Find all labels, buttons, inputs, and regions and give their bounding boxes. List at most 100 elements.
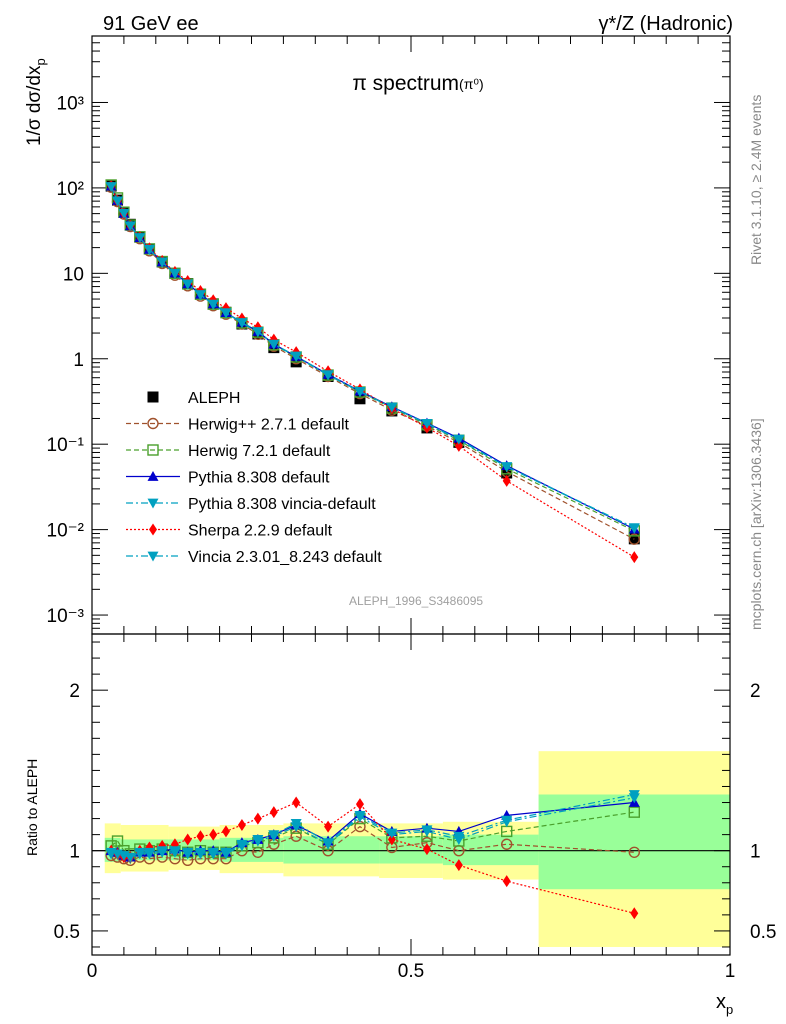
- point-vincia: [354, 387, 366, 397]
- legend-marker-herwigpp: [147, 417, 159, 430]
- ratio-point-vincia: [628, 790, 640, 800]
- main-title-sup: (π⁰): [459, 76, 484, 92]
- main-ylabel: 1/σ dσ/dxp: [24, 58, 48, 146]
- point-vincia: [268, 339, 280, 350]
- series-line-vincia: [110, 186, 635, 529]
- point-vincia: [194, 290, 206, 301]
- point-vincia: [421, 418, 433, 429]
- legend-label-pythia: Pythia 8.308 default: [188, 470, 330, 487]
- legend-marker-pythia: [147, 471, 159, 481]
- main-axes: 10⁻³ 10⁻² 10⁻¹ 1 10 10² 10³: [47, 35, 731, 635]
- point-vincia: [182, 279, 194, 290]
- ratio-xlabel-sub: p: [726, 1002, 733, 1017]
- ratio-point-vincia: [169, 846, 181, 857]
- header-right: γ*/Z (Hadronic): [599, 13, 733, 35]
- x-tick-label: 0: [87, 961, 98, 982]
- point-vincia: [169, 268, 181, 279]
- legend-marker-vincia: [147, 551, 159, 562]
- ratio-point-vincia: [290, 818, 302, 829]
- ratio-point-vincia: [182, 847, 194, 858]
- ratio-point-vincia: [421, 825, 433, 836]
- point-vincia: [453, 434, 465, 445]
- ratio-point-vincia: [322, 838, 334, 849]
- ratio-point-sherpa: [196, 830, 205, 843]
- ratio-point-sherpa: [324, 820, 333, 833]
- ratio-point-sherpa: [221, 825, 230, 838]
- point-vincia: [252, 327, 264, 337]
- ratio-point-herwigpp: [628, 846, 640, 858]
- point-vincia: [386, 402, 398, 413]
- series-line-herwig7: [110, 184, 635, 532]
- ratio-y-tick-label: 1: [69, 842, 80, 863]
- ratio-point-vincia: [453, 831, 465, 842]
- legend-label-pythia_vincia: Pythia 8.308 vincia-default: [188, 496, 376, 513]
- ratio-point-sherpa: [292, 796, 301, 809]
- y-tick-label: 10²: [57, 179, 84, 200]
- point-data: [501, 467, 513, 479]
- ratio-point-sherpa: [237, 818, 246, 831]
- ratio-point-sherpa: [269, 806, 278, 819]
- point-vincia: [143, 244, 155, 255]
- ratio-xlabel: xp: [716, 991, 733, 1017]
- point-sherpa: [630, 551, 639, 564]
- ratio-point-sherpa: [253, 812, 262, 825]
- ratio-point-herwig7: [111, 835, 124, 847]
- inner-band-2: [168, 839, 220, 861]
- x-tick-label: 1: [725, 961, 736, 982]
- legend-label-herwig7: Herwig 7.2.1 default: [188, 443, 331, 460]
- ratio-point-vincia: [194, 847, 206, 858]
- main-series: [105, 179, 640, 564]
- point-vincia: [220, 308, 232, 319]
- ratio-point-vincia: [143, 847, 155, 858]
- point-vincia: [105, 182, 117, 192]
- ratio-point-herwig7: [628, 806, 640, 818]
- ratio-point-vincia: [354, 810, 366, 821]
- legend-label-sherpa: Sherpa 2.2.9 default: [188, 523, 333, 540]
- ratio-point-sherpa: [387, 833, 396, 846]
- ratio-point-vincia: [501, 815, 513, 826]
- point-sherpa: [454, 439, 463, 452]
- legend-marker-sherpa: [149, 523, 157, 536]
- y-tick-label: 1: [73, 350, 84, 371]
- main-ylabel-sub: p: [33, 58, 48, 65]
- legend-marker-data: [147, 391, 159, 403]
- ratio-point-sherpa: [209, 828, 218, 841]
- ratio-point-vincia: [268, 830, 280, 841]
- point-vincia: [501, 462, 513, 473]
- ratio-point-vincia: [124, 852, 136, 863]
- analysis-watermark: ALEPH_1996_S3486095: [349, 594, 483, 608]
- ratio-y-tick-label-right: 1: [750, 842, 761, 863]
- series-line-herwigpp: [110, 186, 635, 540]
- mcplots-side-text: mcplots.cern.ch [arXiv:1306.3436]: [748, 418, 764, 630]
- ratio-point-sherpa: [630, 907, 639, 920]
- point-vincia: [124, 221, 136, 232]
- ratio-point-vincia: [156, 846, 168, 857]
- point-vincia: [290, 351, 302, 362]
- ratio-y-tick-label-right: 2: [750, 681, 761, 702]
- ratio-y-tick-label-right: 0.5: [750, 922, 776, 943]
- y-tick-label: 10⁻¹: [47, 435, 85, 456]
- ratio-point-vincia: [386, 828, 398, 839]
- ratio-point-sherpa: [422, 843, 431, 856]
- ratio-point-vincia: [252, 835, 264, 845]
- legend-label-herwigpp: Herwig++ 2.7.1 default: [188, 417, 350, 434]
- ratio-ylabel: Ratio to ALEPH: [24, 759, 40, 856]
- y-tick-label: 10⁻²: [47, 521, 85, 542]
- ratio-point-sherpa: [454, 859, 463, 872]
- ratio-y-tick-label: 0.5: [54, 922, 80, 943]
- point-vincia: [236, 318, 248, 329]
- ratio-line-pythia_vincia: [111, 797, 635, 860]
- y-tick-label: 10⁻³: [47, 606, 85, 627]
- main-title-text: π spectrum: [352, 72, 459, 95]
- ratio-series: [105, 790, 640, 920]
- ratio-point-sherpa: [355, 798, 364, 811]
- ratio-y-tick-label: 2: [69, 681, 80, 702]
- point-vincia: [112, 196, 124, 207]
- rivet-side-text: Rivet 3.1.10, ≥ 2.4M events: [748, 95, 764, 265]
- x-tick-label: 0.5: [398, 961, 424, 982]
- point-vincia: [118, 208, 130, 219]
- ratio-xlabel-text: x: [716, 991, 726, 1013]
- ratio-point-herwigpp: [501, 838, 513, 850]
- main-ylabel-text: 1/σ dσ/dx: [24, 65, 45, 146]
